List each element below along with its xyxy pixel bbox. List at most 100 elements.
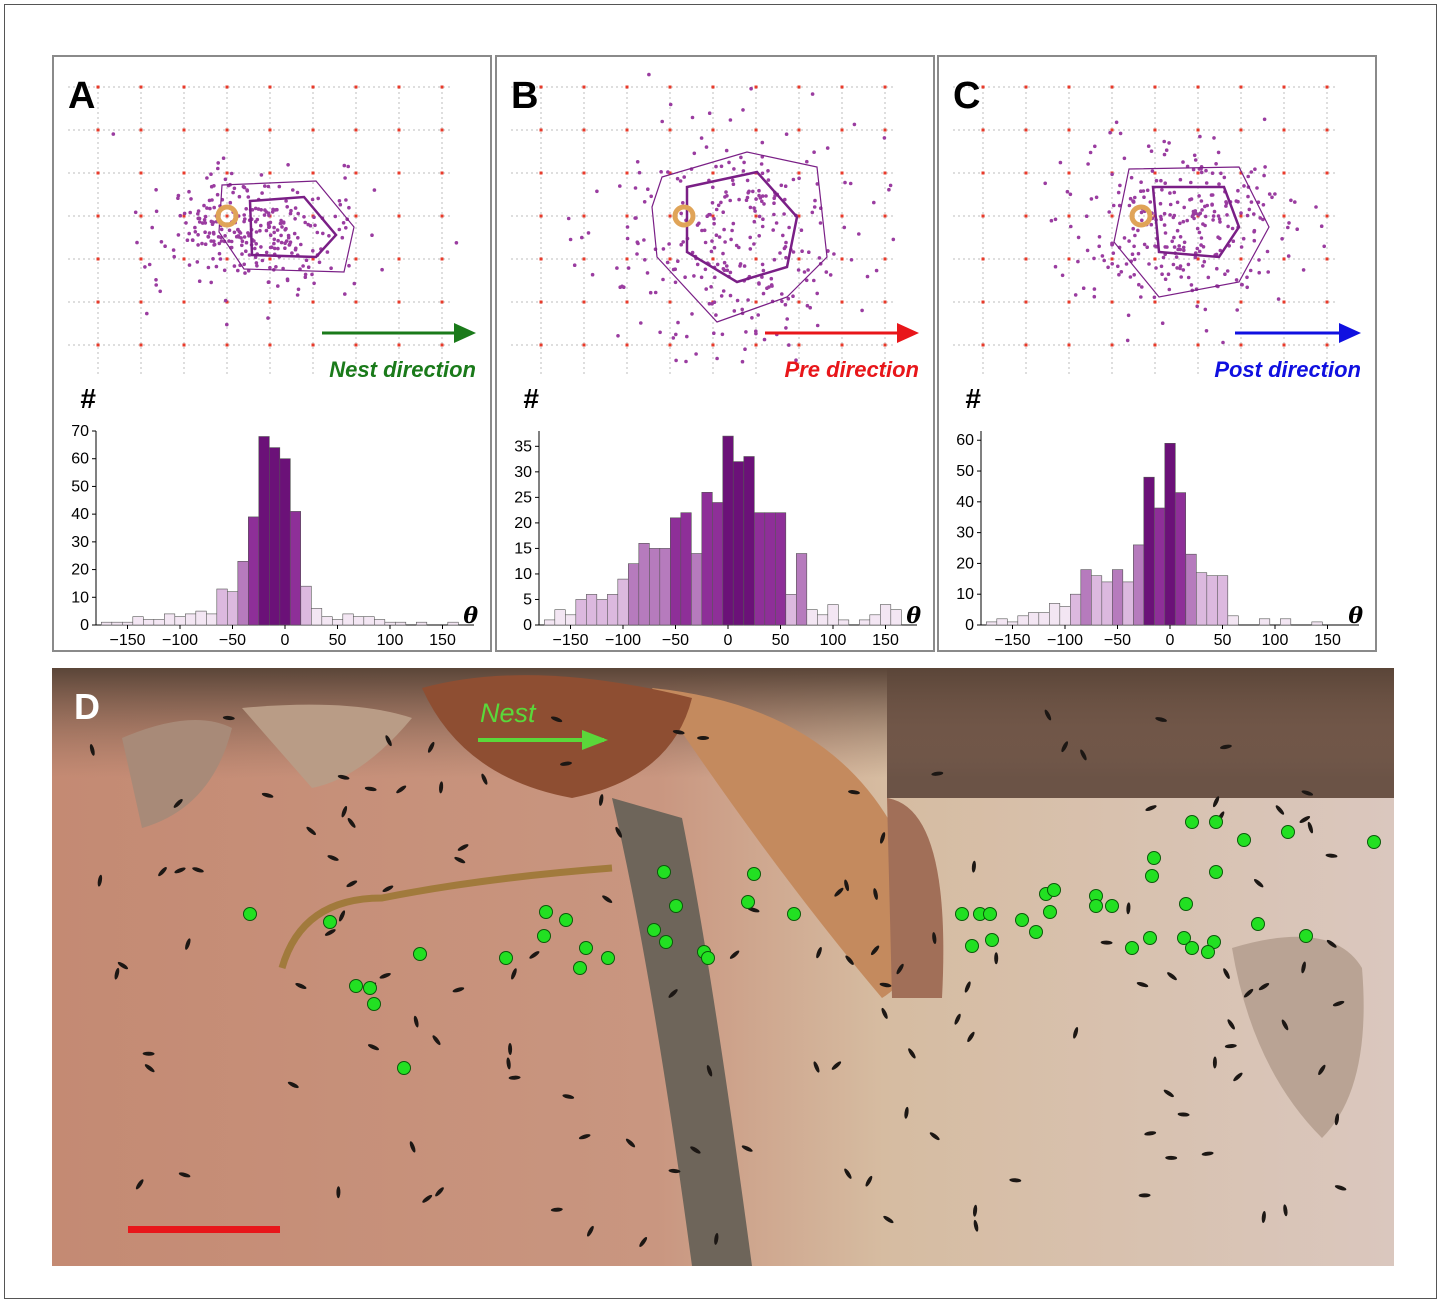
grid-node-mark — [797, 128, 801, 132]
scatter-point — [746, 298, 750, 302]
scatter-point — [243, 217, 247, 221]
scatter-point — [1231, 239, 1236, 243]
grid-node-mark — [797, 257, 801, 261]
scatter-point — [1199, 236, 1204, 240]
panel-letter: D — [74, 686, 100, 727]
ant — [741, 1145, 753, 1152]
scatter-point — [1182, 240, 1187, 245]
position-dot — [323, 915, 337, 929]
x-tick-label: −100 — [162, 632, 198, 649]
scatter-point — [1257, 270, 1261, 275]
ant — [865, 1175, 873, 1187]
grid-node-mark — [1239, 300, 1243, 304]
grid-node-mark — [354, 300, 358, 304]
grid-node-mark — [96, 214, 100, 218]
scatter-point — [196, 233, 200, 237]
scatter-point — [227, 239, 231, 243]
grid-node-mark — [225, 128, 229, 132]
position-dot — [1281, 825, 1295, 839]
grid-node-mark — [182, 214, 186, 218]
grid-node-mark — [182, 85, 186, 89]
grid-node-mark — [311, 85, 315, 89]
grid-node-mark — [96, 300, 100, 304]
ant — [550, 716, 563, 723]
ant — [954, 1013, 961, 1025]
grid-node-mark — [1282, 128, 1286, 132]
scatter-point — [748, 247, 753, 251]
ant — [427, 741, 435, 753]
scatter-point — [275, 207, 279, 212]
scatter-point — [205, 206, 209, 210]
scatter-point — [760, 224, 765, 229]
scatter-point — [752, 242, 756, 246]
scatter-point — [635, 252, 639, 256]
scatter-point — [1162, 139, 1166, 144]
scatter-point — [254, 261, 259, 265]
scatter-point — [1172, 245, 1177, 249]
ant — [668, 1168, 681, 1174]
scatter-point — [751, 189, 755, 194]
scatter-point — [1176, 247, 1180, 252]
scatter-point — [1053, 264, 1058, 269]
ant — [844, 1168, 852, 1179]
position-dot — [573, 961, 587, 975]
scatter-point — [729, 237, 733, 242]
position-dot — [741, 895, 755, 909]
position-dot — [1237, 833, 1251, 847]
grid-node-mark — [981, 214, 985, 218]
photo-leaf-edge — [887, 798, 944, 998]
histogram-bar — [659, 548, 671, 626]
scatter-point — [723, 240, 727, 244]
ant — [587, 1225, 594, 1237]
scatter-point — [1286, 254, 1291, 258]
ant — [409, 1141, 416, 1153]
x-tick-label: 0 — [724, 632, 733, 649]
scatter-point — [1249, 170, 1254, 174]
grid-node-mark — [797, 85, 801, 89]
histogram-bar — [827, 604, 839, 626]
histogram-bar — [373, 619, 386, 626]
grid-node-mark — [268, 128, 272, 132]
scatter-plot-c — [953, 85, 1361, 375]
scatter-point — [1165, 245, 1169, 249]
scatter-point — [337, 199, 342, 203]
scatter-point — [1111, 203, 1116, 208]
scatter-point — [1215, 266, 1219, 271]
scatter-point — [1276, 297, 1281, 301]
scatter-point — [1217, 182, 1221, 186]
histogram-y-label: # — [965, 383, 981, 414]
ant — [1301, 790, 1314, 796]
y-tick-label: 70 — [71, 423, 89, 440]
grid-node-mark — [182, 257, 186, 261]
scatter-point — [288, 211, 293, 216]
histogram-bar — [691, 553, 703, 626]
ant — [454, 856, 466, 864]
scatter-point — [724, 190, 728, 194]
grid-node-mark — [440, 128, 444, 132]
grid-node-mark — [539, 300, 543, 304]
scatter-point — [580, 235, 584, 240]
scatter-point — [1246, 174, 1250, 179]
scatter-point — [1142, 195, 1146, 199]
scatter-point — [182, 211, 187, 216]
grid-node-mark — [668, 214, 672, 218]
scatter-point — [1139, 210, 1144, 215]
position-dot — [413, 947, 427, 961]
histogram-bar — [753, 512, 766, 626]
scatter-point — [1218, 220, 1222, 224]
scatter-point — [784, 240, 788, 245]
y-tick-label: 40 — [956, 494, 974, 511]
position-dot — [1201, 945, 1215, 959]
scatter-point — [1204, 329, 1209, 333]
scatter-point — [711, 185, 715, 190]
scatter-point — [1247, 207, 1252, 212]
scatter-point — [738, 262, 743, 266]
scatter-point — [1190, 214, 1195, 219]
x-tick-label: −50 — [219, 632, 246, 649]
scatter-point — [616, 334, 620, 338]
scatter-point — [289, 208, 293, 213]
scatter-point — [1252, 238, 1257, 243]
histogram-bar — [701, 492, 713, 626]
grid-node-mark — [1153, 300, 1157, 304]
grid-node-mark — [754, 214, 758, 218]
